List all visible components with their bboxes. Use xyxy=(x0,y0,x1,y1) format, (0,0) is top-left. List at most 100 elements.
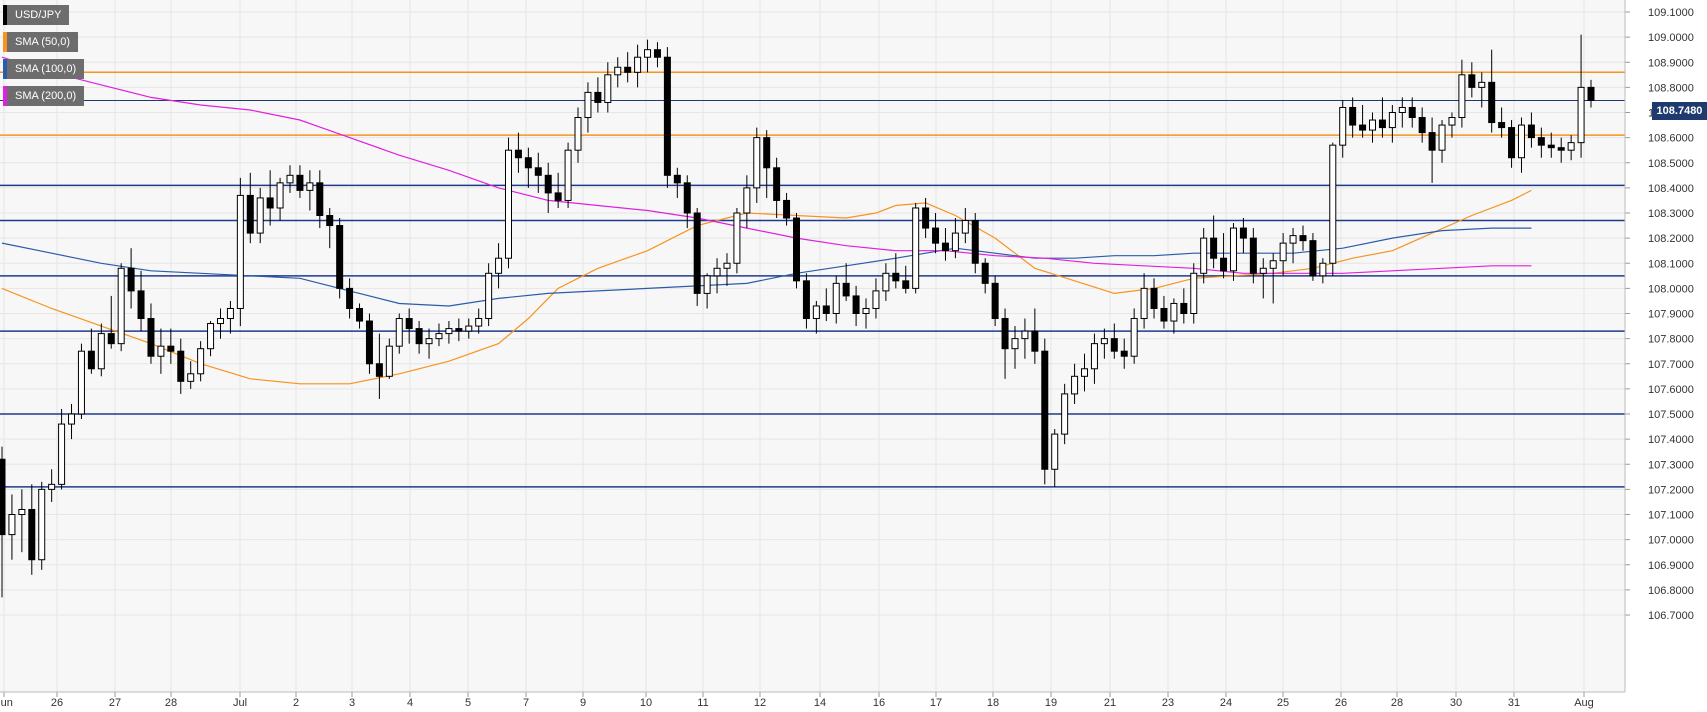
x-tick-label: 12 xyxy=(754,697,766,709)
candle xyxy=(504,137,512,269)
candle xyxy=(1537,127,1545,158)
candle-body-down xyxy=(87,350,95,370)
current-price-badge: 108.7480 xyxy=(1652,102,1707,120)
candle-body-down xyxy=(1041,350,1049,470)
sma-200-line xyxy=(1,56,1532,274)
candle-body-up xyxy=(1448,117,1456,126)
candle-body-down xyxy=(773,167,781,201)
x-tick-label: 14 xyxy=(814,697,826,709)
candle xyxy=(395,313,403,354)
candle-body-down xyxy=(1309,240,1317,277)
candle-body-up xyxy=(753,137,761,189)
legend-item-sma200[interactable]: SMA (200,0) xyxy=(3,86,85,106)
candle-body-up xyxy=(1051,433,1059,470)
y-tick-label: 107.8000 xyxy=(1648,334,1694,346)
candle xyxy=(892,253,900,289)
candle xyxy=(0,446,6,598)
candle-body-down xyxy=(336,225,344,289)
candle xyxy=(1478,72,1486,108)
candle xyxy=(1438,120,1446,163)
candle xyxy=(743,175,751,229)
y-tick-label: 107.0000 xyxy=(1648,535,1694,547)
candle xyxy=(405,308,413,344)
y-tick-label: 107.4000 xyxy=(1648,434,1694,446)
candle-body-down xyxy=(107,333,115,345)
candle-body-down xyxy=(1001,318,1009,350)
candle-body-up xyxy=(1577,86,1585,144)
candle-body-down xyxy=(663,56,671,176)
candle xyxy=(117,263,125,352)
candle-body-down xyxy=(1527,124,1535,139)
candle xyxy=(614,57,622,88)
candle-body-up xyxy=(1458,74,1466,119)
candle xyxy=(733,207,741,274)
legend-item-sma100[interactable]: SMA (100,0) xyxy=(3,59,85,79)
candle-body-up xyxy=(564,149,572,201)
candle-body-up xyxy=(435,333,443,340)
legend-label-sma100: SMA (100,0) xyxy=(15,63,77,75)
candle-body-down xyxy=(802,280,810,320)
candle xyxy=(1239,218,1247,254)
sma-100-line xyxy=(1,227,1532,307)
y-tick-label: 107.6000 xyxy=(1648,384,1694,396)
candle-body-down xyxy=(1239,227,1247,239)
support-resistance-lines xyxy=(0,71,1625,488)
moving-averages xyxy=(1,56,1532,385)
candle-body-up xyxy=(8,514,16,536)
candle xyxy=(1428,117,1436,183)
candle xyxy=(18,489,26,553)
candle-body-down xyxy=(1498,122,1506,129)
candle xyxy=(226,300,234,334)
candle-body-up xyxy=(1517,124,1525,159)
candle-body-up xyxy=(614,66,622,76)
candle xyxy=(1349,97,1357,138)
y-tick-label: 106.9000 xyxy=(1648,560,1694,572)
candle-body-up xyxy=(1388,112,1396,129)
candle-body-down xyxy=(1547,144,1555,149)
candle xyxy=(872,278,880,319)
candle-body-up xyxy=(256,197,264,234)
candle-body-up xyxy=(465,325,473,332)
candle xyxy=(1140,273,1148,329)
candle xyxy=(1130,308,1138,364)
candle-body-down xyxy=(167,345,175,352)
legend-item-sma50[interactable]: SMA (50,0) xyxy=(3,32,79,52)
candle xyxy=(644,39,652,73)
candle xyxy=(1448,112,1456,138)
candle xyxy=(1388,104,1396,143)
y-tick-label: 107.5000 xyxy=(1648,409,1694,421)
candle-body-up xyxy=(1190,272,1198,314)
candle-body-down xyxy=(1359,124,1367,131)
candle-body-up xyxy=(743,187,751,214)
y-tick-label: 107.9000 xyxy=(1648,309,1694,321)
grid-lines xyxy=(0,0,1625,692)
candle-body-down xyxy=(1537,137,1545,146)
x-tick-label: 10 xyxy=(640,697,652,709)
candle-body-up xyxy=(286,174,294,184)
candle xyxy=(1398,97,1406,128)
x-tick-label: Jun xyxy=(0,697,13,709)
candle-body-down xyxy=(514,149,522,159)
candle xyxy=(1001,308,1009,379)
candle-body-down xyxy=(455,328,463,332)
candle xyxy=(882,263,890,301)
candle xyxy=(1160,295,1168,329)
candle xyxy=(207,321,215,357)
candle xyxy=(1061,383,1069,445)
candle-body-up xyxy=(236,194,244,309)
candle-body-up xyxy=(1438,124,1446,151)
x-tick-label: 24 xyxy=(1220,697,1232,709)
candle xyxy=(1369,112,1377,143)
candle-body-up xyxy=(504,149,512,259)
candle-body-up xyxy=(117,267,125,345)
candle-body-down xyxy=(534,167,542,176)
candle-body-down xyxy=(1031,330,1039,352)
candle-body-down xyxy=(524,157,532,169)
candle-body-up xyxy=(1269,260,1277,269)
candle xyxy=(604,62,612,113)
legend-item-usdjpy[interactable]: USD/JPY xyxy=(3,5,70,25)
candle-body-up xyxy=(1229,227,1237,272)
candle-body-down xyxy=(971,220,979,264)
candle xyxy=(713,258,721,294)
